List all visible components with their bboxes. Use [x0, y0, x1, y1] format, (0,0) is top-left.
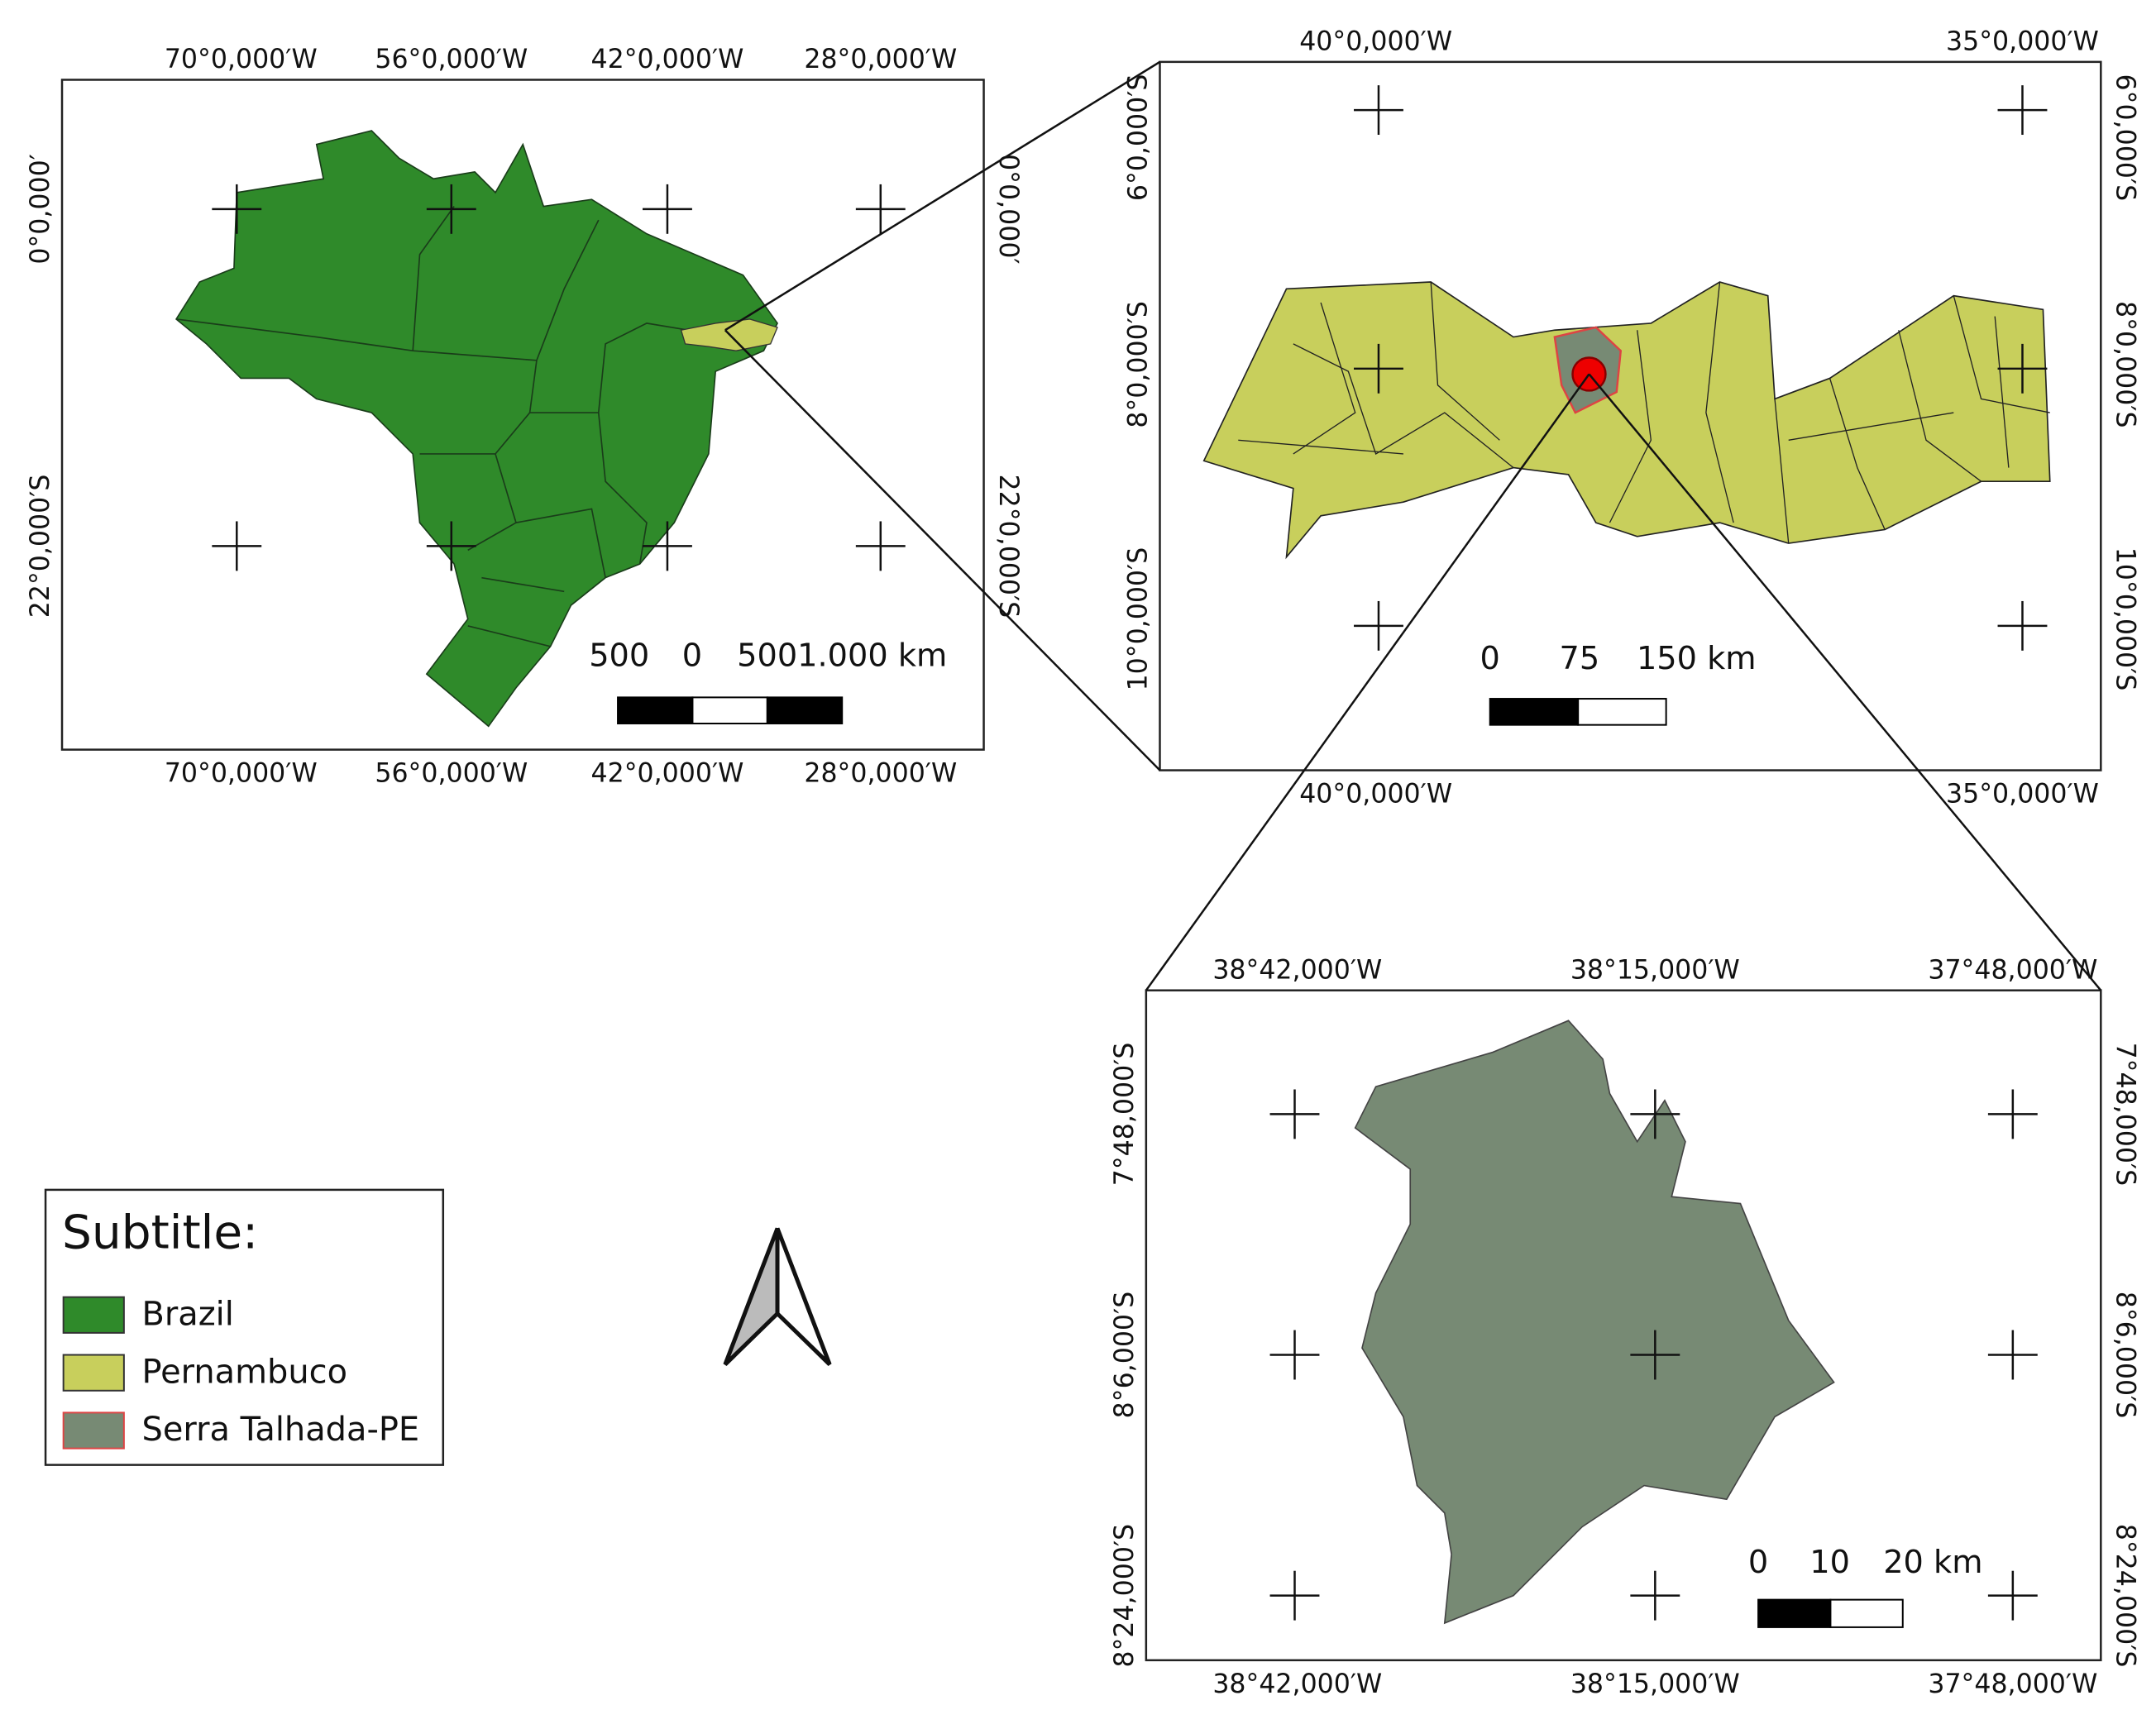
latitude-label: 8°6,000′S	[1110, 1292, 1140, 1419]
legend-label: Serra Talhada-PE	[141, 1411, 419, 1449]
latitude-label: 10°0,000′S	[1124, 547, 1154, 691]
longitude-label: 42°0,000′W	[591, 45, 744, 74]
legend-swatch	[62, 1296, 125, 1334]
legend-title: Subtitle:	[62, 1206, 258, 1259]
scale-label: 20 km	[1883, 1544, 1982, 1581]
latitude-label: 8°24,000′S	[1110, 1524, 1140, 1668]
scale-label: 0	[682, 638, 702, 675]
scale-bar-segment	[617, 696, 694, 724]
longitude-label: 28°0,000′W	[804, 45, 957, 74]
scale-bar-segment	[1489, 698, 1580, 726]
latitude-label: 8°24,000′S	[2111, 1524, 2140, 1668]
longitude-label: 28°0,000′W	[804, 759, 957, 789]
legend-swatch	[62, 1411, 125, 1450]
latitude-label: 7°48,000′S	[1110, 1043, 1140, 1187]
scale-bar-segment	[1829, 1598, 1904, 1628]
longitude-label: 37°48,000′W	[1928, 1669, 2097, 1699]
longitude-label: 38°15,000′W	[1570, 955, 1740, 985]
longitude-label: 56°0,000′W	[375, 759, 528, 789]
longitude-label: 35°0,000′W	[1946, 779, 2099, 809]
longitude-label: 38°15,000′W	[1570, 1669, 1740, 1699]
legend-label: Pernambuco	[141, 1353, 347, 1391]
longitude-label: 70°0,000′W	[165, 759, 318, 789]
scale-bar-segment	[691, 696, 768, 724]
latitude-label: 0°0,000′	[993, 154, 1023, 265]
latitude-label: 22°0,000′S	[26, 475, 55, 619]
scale-label: 75	[1560, 640, 1600, 677]
longitude-label: 56°0,000′W	[375, 45, 528, 74]
scale-label: 5001.000 km	[737, 638, 947, 675]
longitude-label: 38°42,000′W	[1212, 955, 1382, 985]
latitude-label: 6°0,000′S	[1124, 74, 1154, 202]
longitude-label: 40°0,000′W	[1299, 779, 1452, 809]
scale-bar-segment	[1757, 1598, 1832, 1628]
scale-bar-segment	[766, 696, 844, 724]
legend-swatch	[62, 1354, 125, 1392]
latitude-label: 8°0,000′S	[1124, 301, 1154, 428]
latitude-label: 6°0,000′S	[2111, 74, 2140, 202]
latitude-label: 7°48,000′S	[2111, 1043, 2140, 1187]
longitude-label: 38°42,000′W	[1212, 1669, 1382, 1699]
longitude-label: 37°48,000′W	[1928, 955, 2097, 985]
latitude-label: 0°0,000′	[26, 154, 55, 265]
scale-label: 0	[1748, 1544, 1768, 1581]
scale-label: 10	[1809, 1544, 1850, 1581]
scale-label: 500	[589, 638, 649, 675]
municipal-borders	[1238, 281, 2050, 544]
zoom-connectors	[724, 60, 2102, 991]
scale-label: 0	[1480, 640, 1500, 677]
latitude-label: 22°0,000′S	[993, 475, 1023, 619]
latitude-label: 8°0,000′S	[2111, 301, 2140, 428]
longitude-label: 70°0,000′W	[165, 45, 318, 74]
north-arrow	[723, 1227, 832, 1366]
latitude-label: 8°6,000′S	[2111, 1292, 2140, 1419]
brazil-shape	[174, 130, 778, 728]
longitude-label: 42°0,000′W	[591, 759, 744, 789]
scale-label: 150 km	[1637, 640, 1757, 677]
latitude-label: 10°0,000′S	[2111, 547, 2140, 691]
serra-talhada-shape	[1354, 1020, 1835, 1625]
legend-label: Brazil	[141, 1295, 233, 1333]
brazil-state-borders	[175, 206, 689, 647]
longitude-label: 35°0,000′W	[1946, 27, 2099, 57]
scale-bar-segment	[1577, 698, 1667, 726]
longitude-label: 40°0,000′W	[1299, 27, 1452, 57]
